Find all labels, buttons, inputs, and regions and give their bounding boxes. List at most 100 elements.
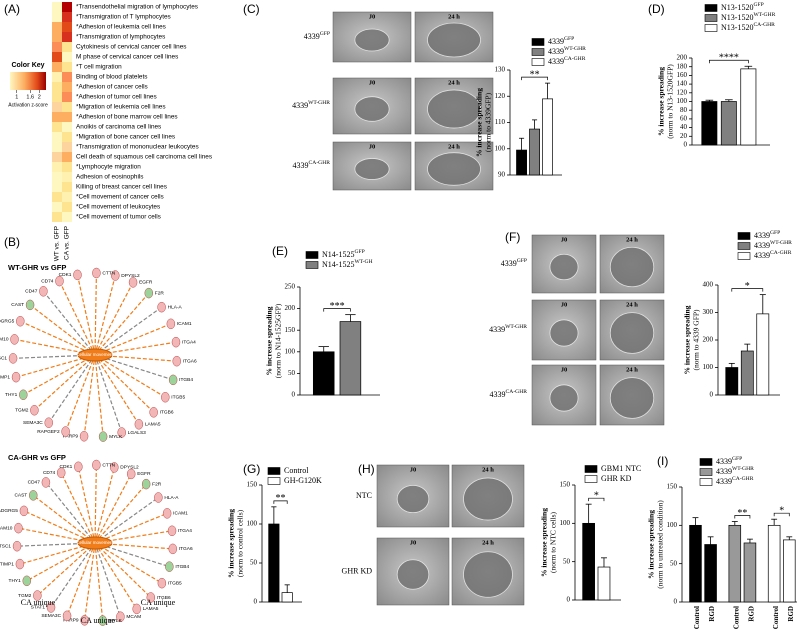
- legend-label: 4339CA-GHR: [716, 476, 754, 485]
- network-node-label: HLA-A: [168, 304, 183, 310]
- cell-outline: [397, 485, 429, 512]
- bar: [543, 99, 553, 175]
- legend-label-main: 4339: [548, 47, 564, 56]
- y-tick-label: 40: [680, 123, 688, 131]
- network-node-label: CAST: [14, 493, 27, 499]
- network-node: [169, 544, 177, 554]
- heatmap-cell: [62, 112, 72, 122]
- cell-outline: [355, 97, 389, 122]
- y-tick-label: 100: [285, 347, 296, 355]
- network-node-label: ADAM10: [0, 337, 9, 343]
- network-edge: [95, 543, 151, 597]
- image-row-label-sup: CA-GHR: [506, 389, 528, 395]
- network-node-label: TSC1: [0, 356, 7, 362]
- y-tick-label: 300: [703, 308, 714, 316]
- y-axis-label: (norm to control cells): [236, 509, 245, 577]
- network-node-label: DPYSL2: [121, 273, 140, 279]
- legend-label-main: 4339: [754, 241, 770, 250]
- network-edge: [51, 543, 95, 607]
- heatmap-cell: [62, 2, 72, 12]
- network-node: [133, 604, 141, 614]
- heatmap-row-label: Cytokinesis of cervical cancer cell line…: [76, 44, 186, 51]
- heatmap-cell: [52, 102, 62, 112]
- legend-label: 4339GFP: [716, 456, 742, 465]
- network-node-label: CD74: [43, 470, 56, 476]
- heatmap-cell: [52, 192, 62, 202]
- panel-label: (E): [272, 244, 288, 258]
- y-tick-label: 100: [247, 520, 258, 528]
- network-annotation: CA unique: [21, 598, 56, 607]
- legend-swatch: [700, 459, 712, 466]
- network-node: [158, 302, 166, 312]
- legend-label-sup: WT-GHR: [732, 466, 754, 472]
- legend-label-sup: GFP: [753, 2, 763, 8]
- network-node-label: CDK1: [60, 464, 73, 470]
- network-edge: [95, 543, 162, 583]
- cell-outline: [550, 320, 578, 346]
- network-node-label: THY1: [5, 392, 18, 398]
- image-row-label-main: NTC: [356, 491, 372, 500]
- heatmap-cell: [62, 142, 72, 152]
- heatmap-cell: [62, 62, 72, 72]
- legend-swatch: [705, 5, 717, 12]
- legend-label: 4339CA-GHR: [754, 250, 792, 259]
- legend-label-main: 4339: [754, 231, 770, 240]
- significance-label: *: [779, 505, 784, 516]
- bar: [598, 567, 610, 600]
- heatmap-row-label: M phase of cervical cancer cell lines: [76, 54, 178, 61]
- legend-label-sup: WT-GHR: [564, 46, 586, 52]
- network-node: [163, 508, 171, 518]
- bar: [517, 150, 527, 175]
- legend-swatch: [306, 252, 318, 259]
- network-node: [158, 578, 166, 588]
- heatmap-cell: [52, 92, 62, 102]
- cell-outline: [610, 378, 654, 419]
- heatmap-col-label: WT vs. GFP: [54, 226, 61, 261]
- bar: [783, 540, 795, 602]
- legend-label: Control: [284, 466, 309, 475]
- image-header: J0: [369, 13, 376, 20]
- legend-label: 4339WT-GHR: [754, 240, 792, 249]
- heatmap-cell: [62, 122, 72, 132]
- heatmap-cell: [52, 12, 62, 22]
- y-axis-label: (norm to untreated condition): [656, 500, 665, 589]
- panel-label: (H): [358, 462, 375, 476]
- y-tick-label: 0: [254, 598, 258, 606]
- network-node-label: CD74: [41, 278, 54, 284]
- heatmap-cell: [62, 212, 72, 222]
- y-tick-label: 200: [703, 336, 714, 344]
- legend-label-sup: CA-GHR: [732, 476, 754, 482]
- image-header: 24 h: [626, 236, 638, 243]
- y-tick-label: 120: [495, 92, 506, 100]
- network-node-label: CD47: [25, 289, 38, 295]
- y-axis-label: % increase spreading: [647, 510, 656, 579]
- network-node: [30, 405, 38, 415]
- heatmap-row-label: Binding of blood platelets: [76, 74, 147, 81]
- image-row-label: 4339CA-GHR: [490, 389, 528, 398]
- network-node-label: CTTN: [102, 270, 115, 276]
- heatmap-cell: [52, 212, 62, 222]
- bar: [729, 525, 741, 602]
- y-tick-label: 130: [495, 66, 506, 74]
- network-edge: [95, 355, 154, 412]
- heatmap-row-label: *Migration of leukemia cell lines: [76, 104, 166, 111]
- heatmap-cell: [52, 132, 62, 142]
- image-row-label: 4339WT-GHR: [489, 324, 527, 333]
- image-header: J0: [561, 301, 568, 308]
- legend-label: GBM1 NTC: [601, 464, 641, 473]
- legend-label-main: N14-1525: [322, 260, 354, 269]
- bar: [340, 322, 361, 395]
- network-node-label: RAPGEF2: [37, 429, 60, 435]
- legend-label-main: 4339: [716, 477, 732, 486]
- network-node: [73, 270, 81, 280]
- network-node-label: CD47: [28, 480, 41, 486]
- cell-outline: [464, 478, 513, 520]
- heatmap-row-label: *Cell movement of cancer cells: [76, 194, 164, 201]
- network-node: [142, 479, 150, 489]
- panel-label: (B): [4, 235, 20, 249]
- legend-label: 4339WT-GHR: [716, 466, 754, 475]
- network-node-label: SEMA3C: [41, 613, 61, 619]
- legend-label: GHR KD: [601, 474, 632, 483]
- legend-label-main: N13-1520: [721, 23, 753, 32]
- network-center-label: Cellular movement: [76, 540, 114, 545]
